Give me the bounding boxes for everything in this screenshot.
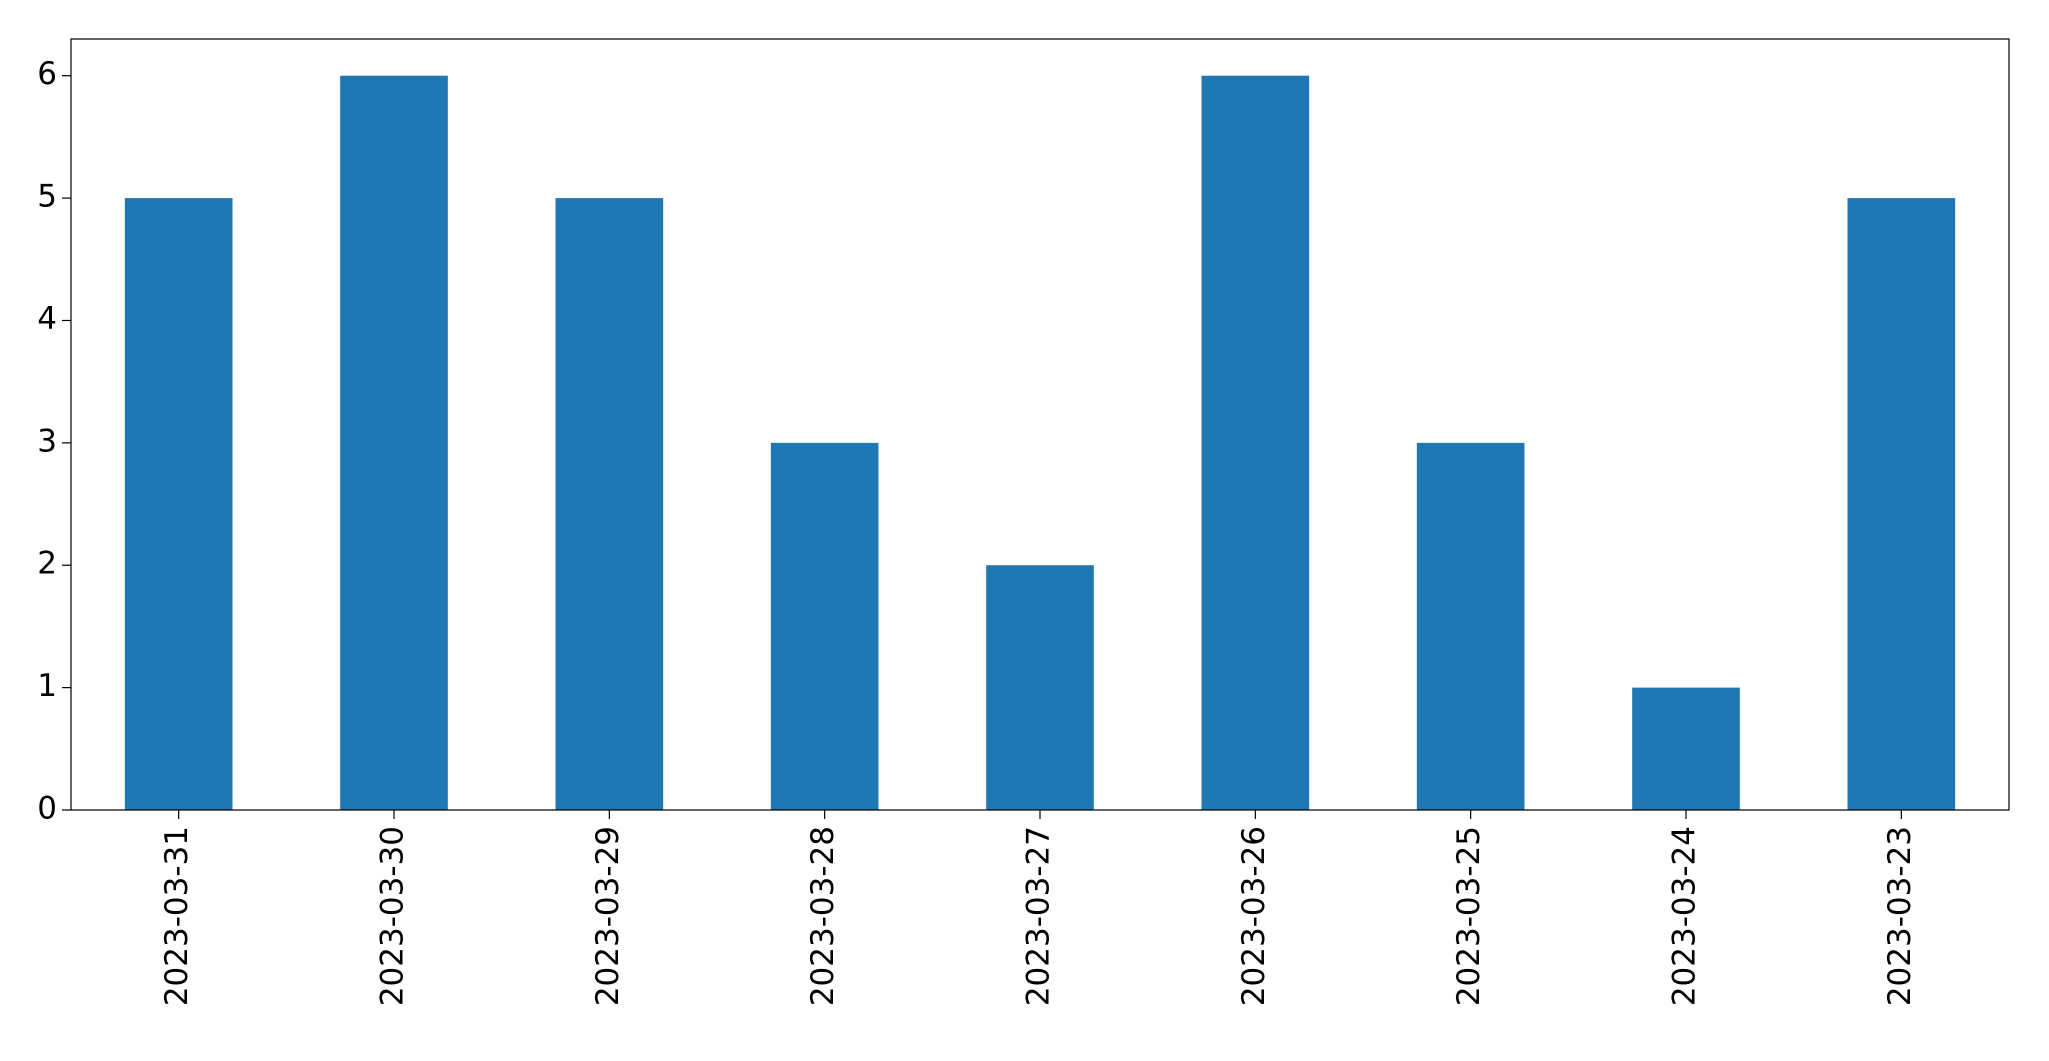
bar	[124, 198, 233, 811]
y-tick-label: 6	[37, 56, 57, 92]
bar	[1201, 75, 1310, 810]
x-tick-label: 2023-03-28	[805, 826, 841, 1006]
x-tick-label: 2023-03-25	[1451, 826, 1487, 1006]
y-tick-label: 1	[37, 668, 57, 704]
x-tick-label: 2023-03-30	[375, 826, 411, 1006]
x-tick-label: 2023-03-24	[1667, 826, 1703, 1006]
bar	[340, 75, 448, 810]
y-tick-label: 4	[37, 301, 57, 337]
bar	[1416, 442, 1525, 810]
y-tick-label: 2	[37, 546, 57, 582]
plot-frame	[70, 38, 2010, 811]
y-tick-label: 0	[37, 791, 57, 827]
bar	[1847, 198, 1956, 811]
bar	[555, 198, 664, 811]
x-tick-label: 2023-03-27	[1021, 826, 1057, 1006]
x-tick-label: 2023-03-26	[1236, 826, 1272, 1006]
x-tick-label: 2023-03-31	[159, 826, 195, 1006]
y-tick-label: 3	[37, 423, 57, 459]
bar	[1632, 687, 1740, 810]
x-tick-label: 2023-03-23	[1882, 826, 1918, 1006]
bar	[986, 565, 1094, 810]
bar	[770, 442, 879, 810]
x-tick-label: 2023-03-29	[590, 826, 626, 1006]
y-tick-label: 5	[37, 179, 57, 215]
